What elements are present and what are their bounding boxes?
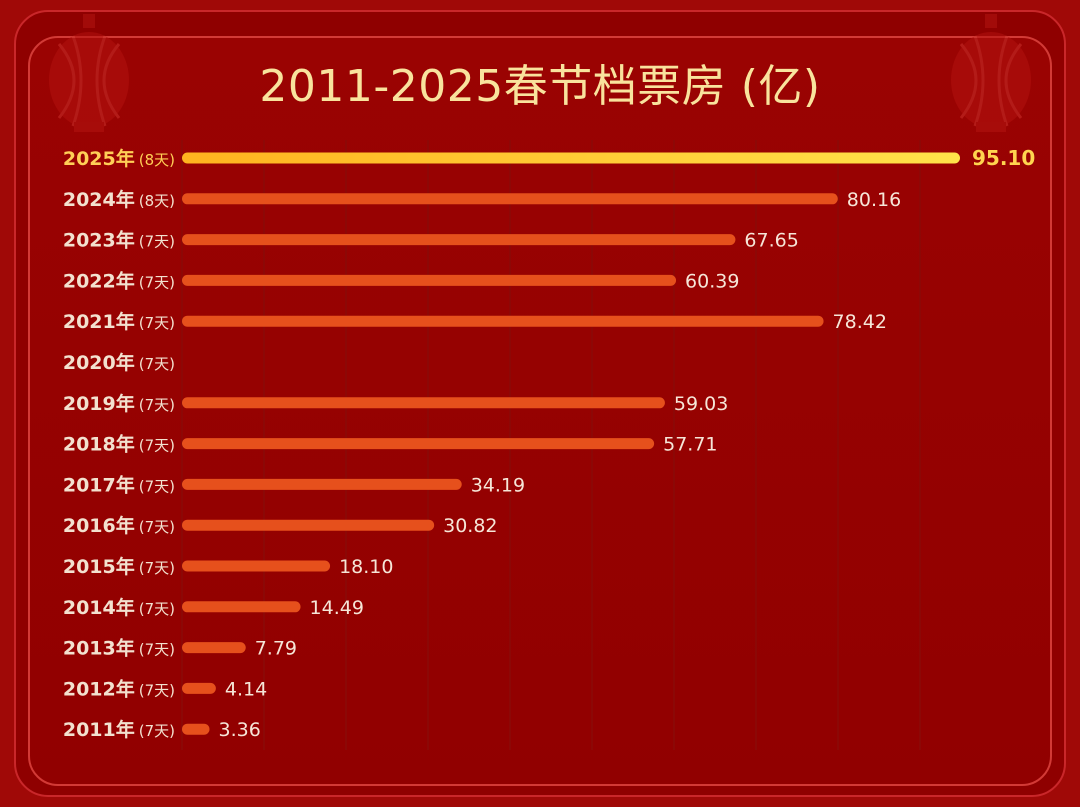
data-label: 7.79 <box>255 638 297 660</box>
category-days: (7天) <box>139 641 175 659</box>
data-label: 57.71 <box>663 434 717 456</box>
bar <box>182 723 210 735</box>
data-label: 34.19 <box>471 474 525 496</box>
category-year: 2025年 <box>63 147 135 170</box>
category-days: (7天) <box>139 314 175 332</box>
lantern-left-icon <box>49 14 129 132</box>
category-year: 2019年 <box>63 392 135 415</box>
category-year: 2011年 <box>63 718 135 741</box>
data-label: 30.82 <box>443 515 497 537</box>
bar <box>182 682 216 694</box>
category-year: 2015年 <box>63 555 135 578</box>
data-label: 59.03 <box>674 393 728 415</box>
category-label: 2014年 (7天) <box>63 596 175 619</box>
bar <box>182 193 838 205</box>
bar <box>182 642 246 654</box>
data-label: 3.36 <box>218 719 260 741</box>
category-days: (7天) <box>139 273 175 291</box>
category-label: 2013年 (7天) <box>63 637 175 660</box>
bar <box>182 438 655 450</box>
category-year: 2022年 <box>63 269 135 292</box>
category-year: 2014年 <box>63 596 135 619</box>
bar <box>182 478 462 490</box>
category-days: (7天) <box>139 396 175 414</box>
data-label: 4.14 <box>225 678 267 700</box>
category-label: 2023年 (7天) <box>63 229 175 252</box>
category-label: 2020年 (7天) <box>63 351 175 374</box>
chart-title: 2011-2025春节档票房 (亿) <box>259 61 821 112</box>
data-label: 14.49 <box>310 597 364 619</box>
category-days: (7天) <box>139 233 175 251</box>
data-label: 80.16 <box>847 189 901 211</box>
category-label: 2015年 (7天) <box>63 555 175 578</box>
data-label: 60.39 <box>685 270 739 292</box>
category-year: 2017年 <box>63 473 135 496</box>
bar <box>182 234 736 246</box>
category-year: 2016年 <box>63 514 135 537</box>
category-days: (8天) <box>139 192 175 210</box>
data-label: 18.10 <box>339 556 393 578</box>
category-days: (7天) <box>139 559 175 577</box>
category-days: (7天) <box>139 518 175 536</box>
category-label: 2016年 (7天) <box>63 514 175 537</box>
category-days: (7天) <box>139 681 175 699</box>
data-label: 67.65 <box>744 230 798 252</box>
category-label: 2012年 (7天) <box>63 677 175 700</box>
category-year: 2018年 <box>63 433 135 456</box>
category-days: (7天) <box>139 600 175 618</box>
category-year: 2024年 <box>63 188 135 211</box>
category-year: 2023年 <box>63 229 135 252</box>
category-label: 2011年 (7天) <box>63 718 175 741</box>
category-label: 2021年 (7天) <box>63 310 175 333</box>
data-label: 78.42 <box>833 311 887 333</box>
category-label: 2019年 (7天) <box>63 392 175 415</box>
category-days: (7天) <box>139 722 175 740</box>
bar <box>182 315 824 327</box>
category-label: 2018年 (7天) <box>63 433 175 456</box>
category-label: 2022年 (7天) <box>63 269 175 292</box>
bar <box>182 152 960 164</box>
category-year: 2013年 <box>63 637 135 660</box>
bar <box>182 519 435 531</box>
category-year: 2012年 <box>63 677 135 700</box>
category-label: 2017年 (7天) <box>63 473 175 496</box>
bar <box>182 274 677 286</box>
category-days: (7天) <box>139 437 175 455</box>
category-days: (8天) <box>139 151 175 169</box>
bar <box>182 560 331 572</box>
bar <box>182 601 301 613</box>
category-label: 2025年 (8天) <box>63 147 175 170</box>
category-days: (7天) <box>139 477 175 495</box>
data-label: 95.10 <box>972 146 1035 170</box>
category-days: (7天) <box>139 355 175 373</box>
category-year: 2020年 <box>63 351 135 374</box>
lantern-right-icon <box>951 14 1031 132</box>
category-label: 2024年 (8天) <box>63 188 175 211</box>
bar <box>182 397 665 409</box>
category-year: 2021年 <box>63 310 135 333</box>
